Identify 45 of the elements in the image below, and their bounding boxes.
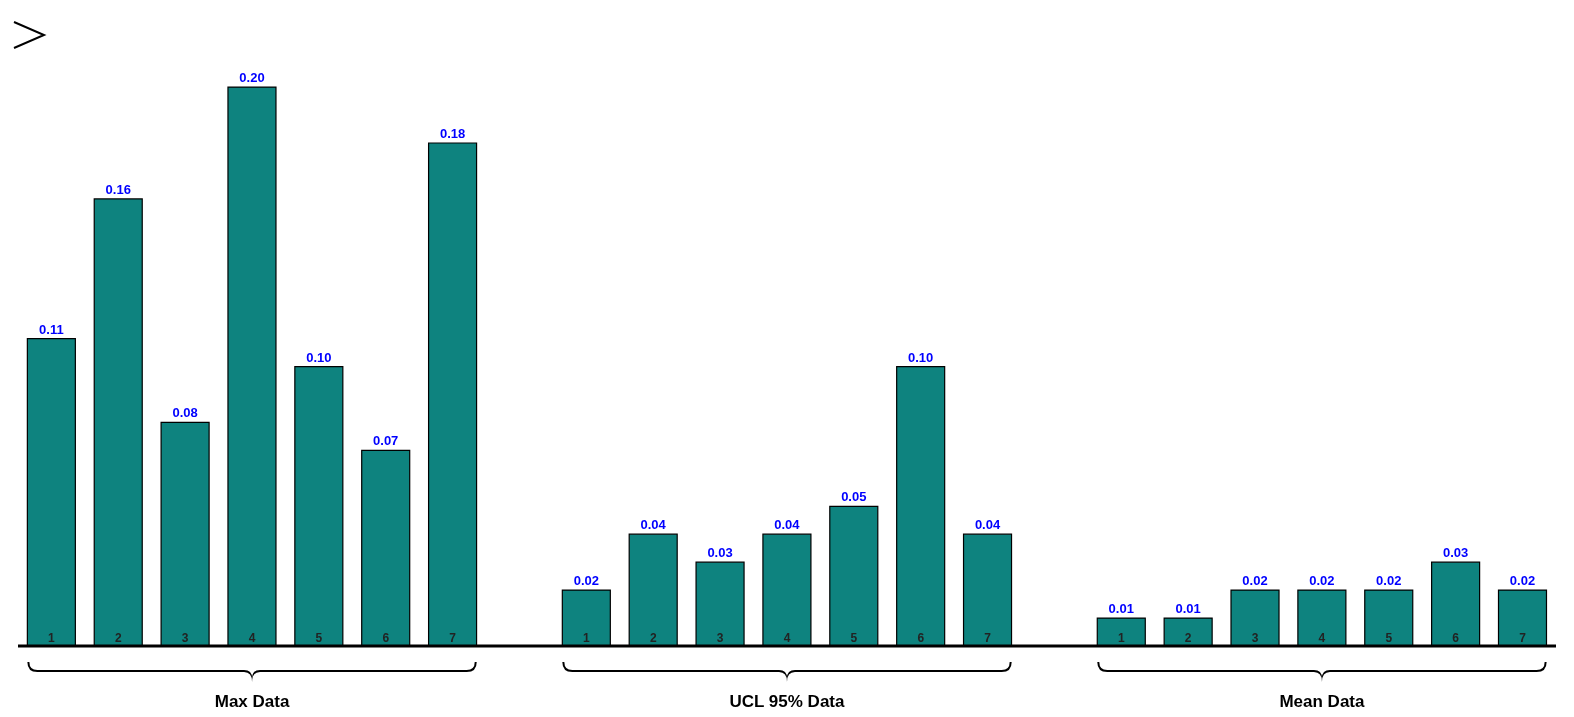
text: Max Data [214,692,290,711]
x-tick-label: 4 [783,631,791,645]
text: UCL 95% Data [729,692,846,711]
data-label: 0.10 [908,349,934,365]
data-label: 0.03 [1442,545,1469,561]
data-label: 0.10 [306,349,332,365]
data-label: 0.02 [1242,573,1268,589]
x-tick-label: 2 [1184,631,1192,645]
data-label: 0.04 [640,517,667,533]
x-tick-label: 7 [984,631,992,645]
x-tick-label: 5 [1385,631,1393,645]
data-label: 0.11 [39,321,64,337]
data-label: 0.20 [239,70,265,86]
data-label: 0.02 [573,573,599,589]
data-label: 0.04 [974,517,1001,533]
x-tick-label: 4 [248,631,256,645]
x-tick-label: 2 [649,631,657,645]
x-tick-label: 7 [449,631,457,645]
x-tick-label: 6 [1452,631,1460,645]
x-tick-label: 6 [382,631,390,645]
text: Mean Data [1279,692,1366,711]
x-tick-label: 3 [716,631,724,645]
data-label: 0.01 [1175,601,1201,617]
x-tick-label: 3 [181,631,189,645]
data-label: 0.05 [841,489,867,505]
data-label: 0.03 [707,545,733,561]
x-tick-label: 5 [850,631,858,645]
data-label: 0.07 [373,433,399,449]
data-label: 0.02 [1376,573,1402,589]
x-tick-label: 2 [114,631,122,645]
x-tick-label: 4 [1318,631,1326,645]
x-tick-label: 6 [917,631,925,645]
x-tick-label: 1 [583,631,591,645]
data-label: 0.01 [1108,601,1134,617]
data-label: 0.18 [439,126,466,142]
x-tick-label: 1 [48,631,56,645]
x-tick-label: 7 [1519,631,1527,645]
data-label: 0.02 [1509,573,1536,589]
x-tick-label: 1 [1118,631,1125,645]
data-label: 0.16 [105,181,131,197]
x-tick-label: 5 [315,631,323,645]
data-label: 0.04 [774,517,801,533]
data-label: 0.02 [1309,573,1335,589]
data-label: 0.08 [172,405,198,421]
x-tick-label: 3 [1251,631,1259,645]
